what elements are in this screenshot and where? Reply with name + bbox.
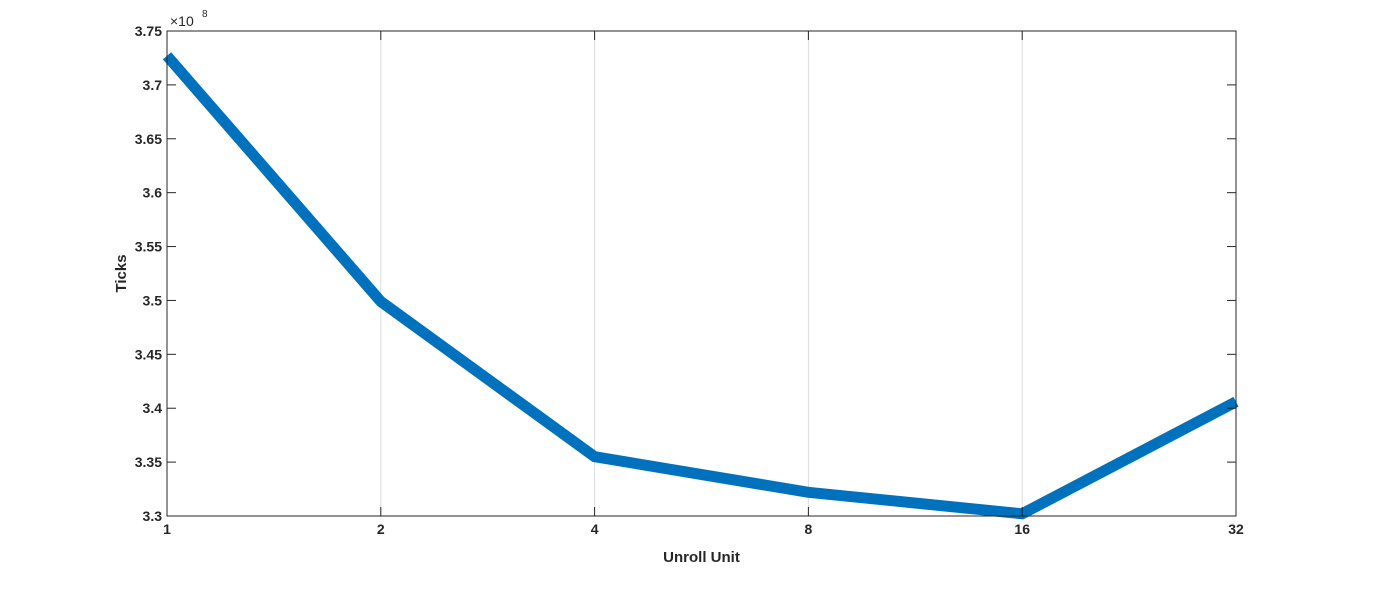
x-axis-label: Unroll Unit [663, 549, 740, 566]
y-tick-label: 3.4 [143, 400, 163, 416]
y-tick-label: 3.45 [135, 346, 162, 362]
tick-marks [166, 30, 1237, 517]
y-tick-labels: 3.3 3.35 3.4 3.45 3.5 3.55 3.6 3.65 3.7 3.75 [135, 23, 162, 524]
y-tick-label: 3.7 [143, 77, 163, 93]
y-tick-label: 3.5 [143, 292, 163, 308]
y-tick-label: 3.65 [135, 131, 162, 147]
x-tick-labels: 1 2 4 8 16 32 [163, 521, 1244, 537]
y-axis-label: Ticks [113, 254, 130, 292]
y-tick-label: 3.35 [135, 454, 162, 470]
x-tick-label: 1 [163, 521, 171, 537]
y-tick-label: 3.55 [135, 239, 162, 255]
x-tick-label: 2 [377, 521, 385, 537]
series-line [162, 52, 1239, 520]
x-tick-label: 4 [591, 521, 599, 537]
grid-lines [380, 31, 1023, 516]
x-tick-label: 8 [805, 521, 813, 537]
series-layer [162, 52, 1239, 520]
plot-frame [166, 30, 1237, 517]
y-tick-label: 3.75 [135, 23, 162, 39]
y-exponent-base: ×10 [170, 13, 194, 29]
y-tick-label: 3.6 [143, 185, 163, 201]
y-exponent-label: ×10 8 [170, 9, 208, 29]
y-exponent-power: 8 [202, 9, 208, 20]
x-tick-label: 16 [1014, 521, 1030, 537]
x-tick-label: 32 [1228, 521, 1244, 537]
y-tick-label: 3.3 [143, 508, 163, 524]
